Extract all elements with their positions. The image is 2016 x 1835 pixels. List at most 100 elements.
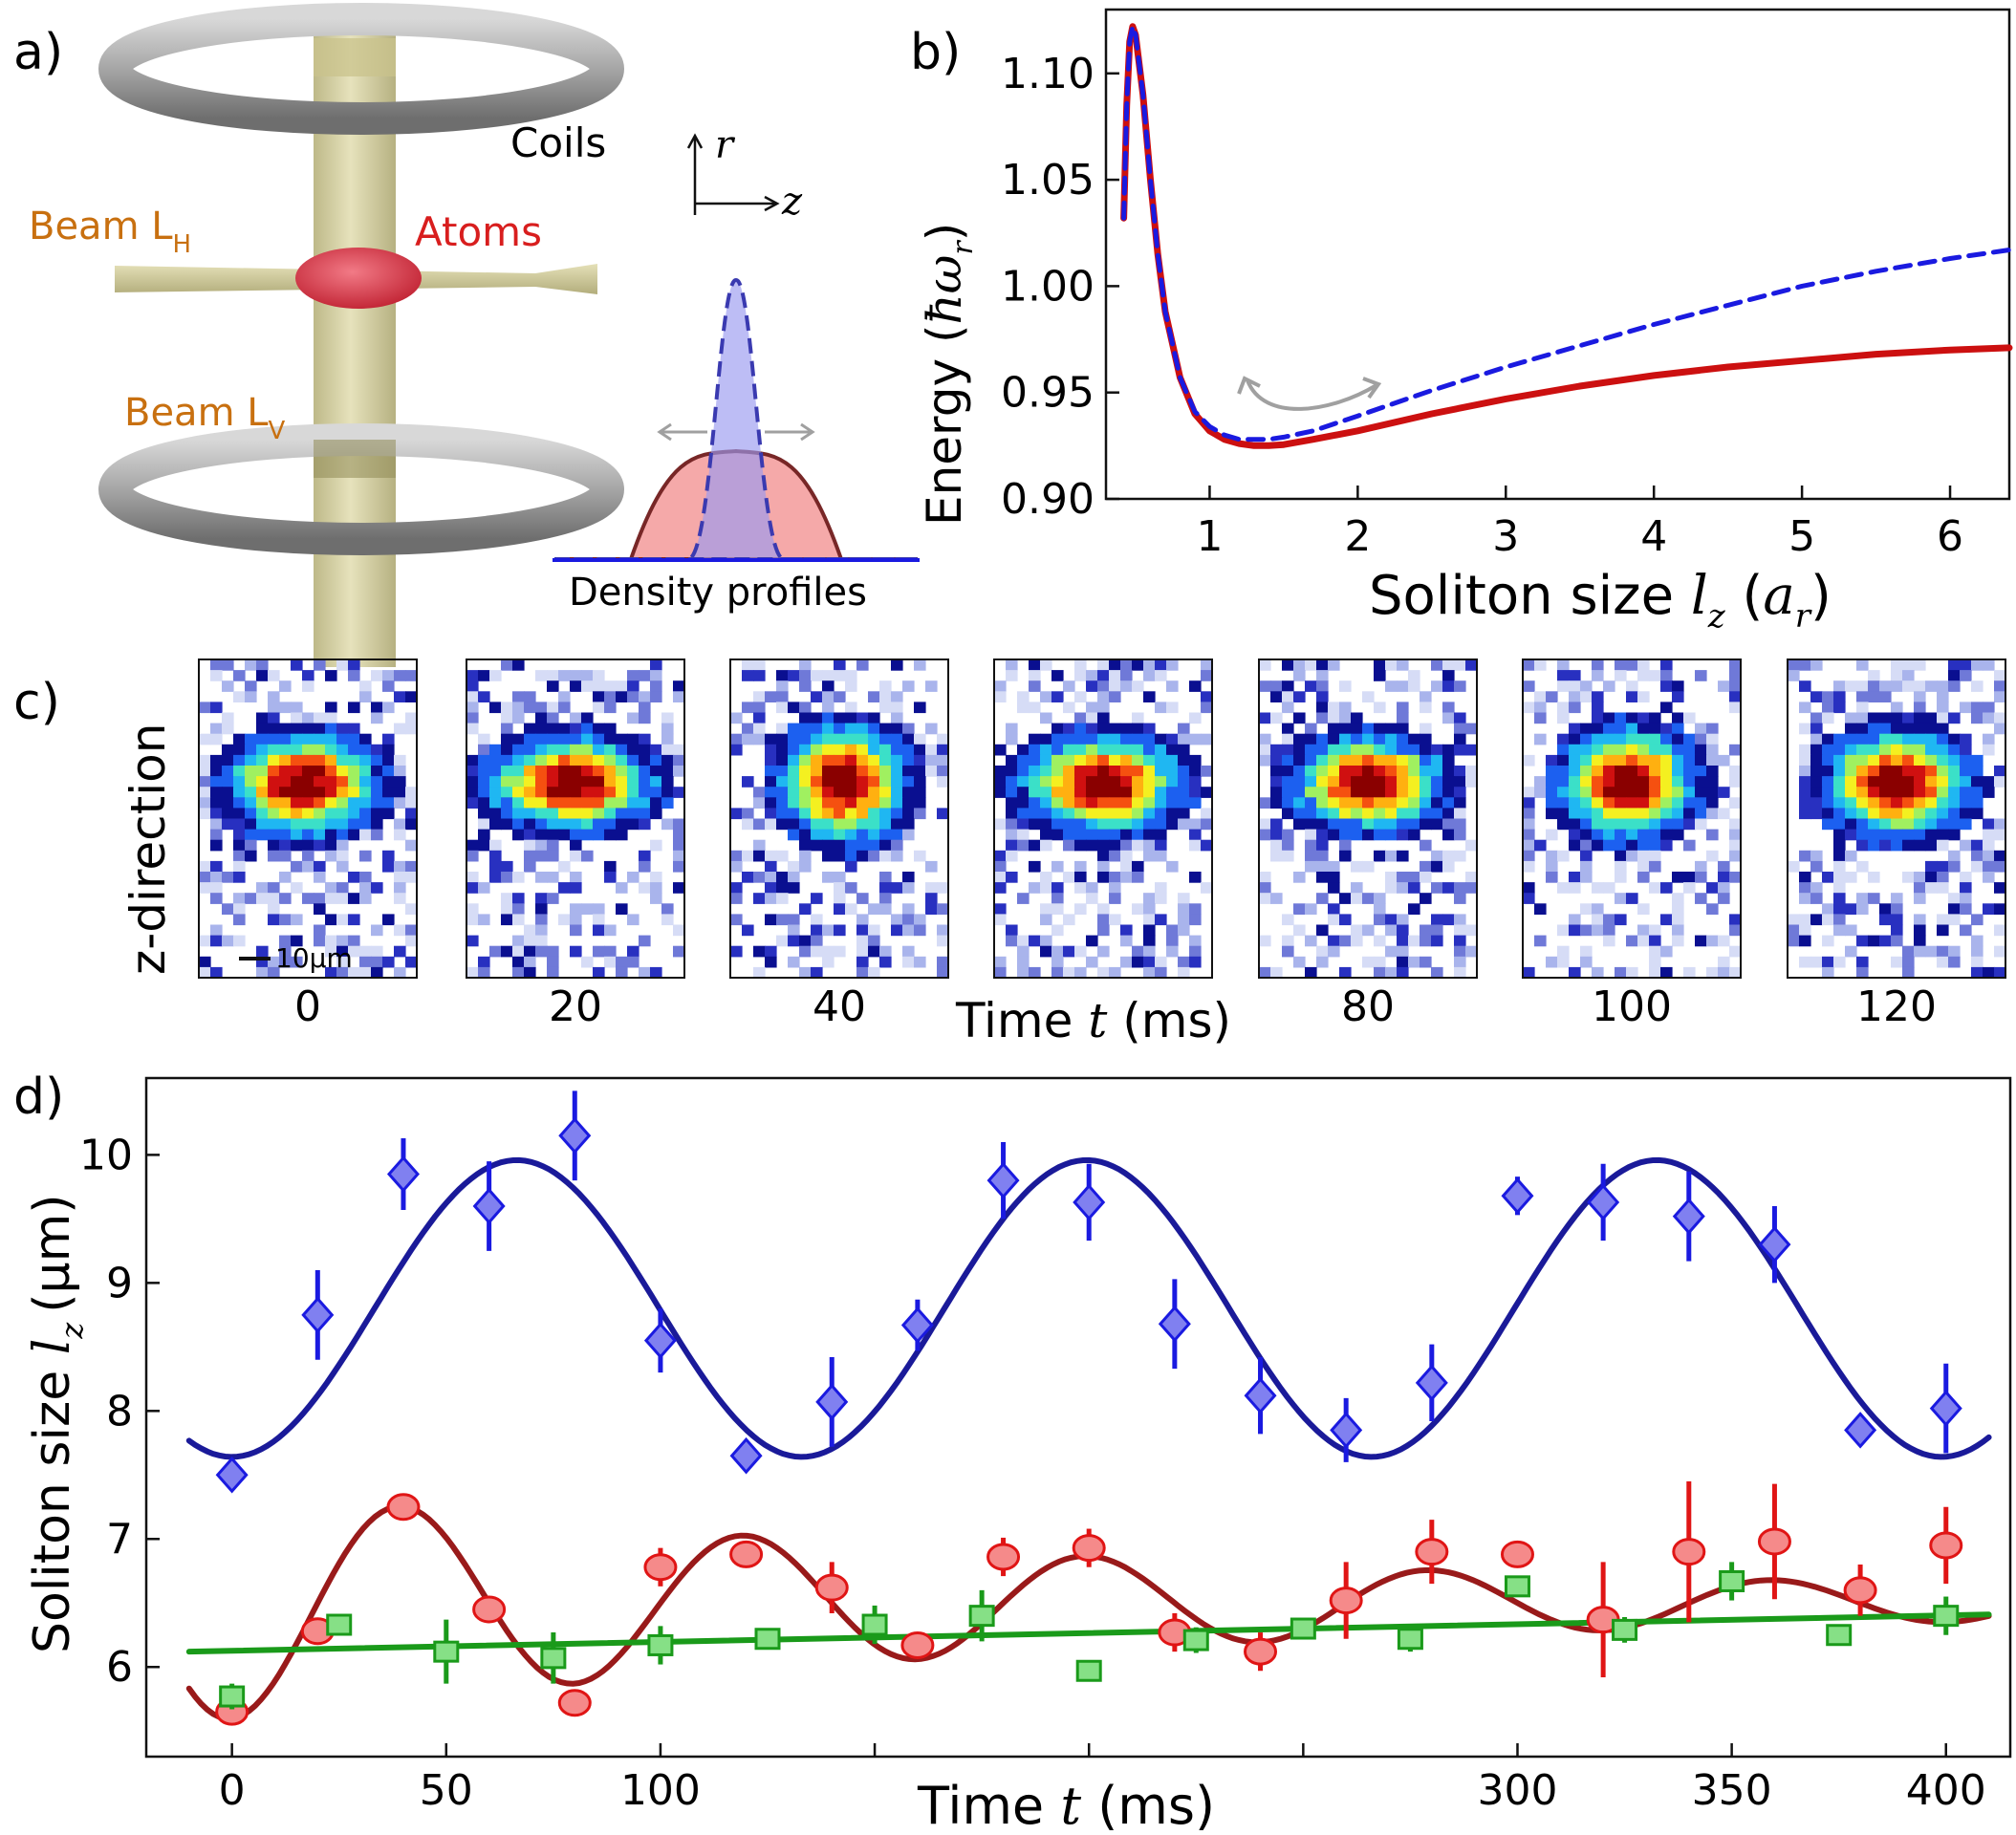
time-label: 80 <box>1341 982 1395 1031</box>
size-xtick-label: 300 <box>1477 1766 1557 1815</box>
green-point <box>1075 1659 1102 1682</box>
panel-a: a) Coils Atoms Beam LH Beam LV r z <box>13 3 920 667</box>
density-image <box>993 658 1213 979</box>
energy-plot-area <box>1120 23 2013 449</box>
density-image-frame <box>1787 658 2006 979</box>
top-coil <box>98 3 624 135</box>
energy-xtick-label: 4 <box>1640 512 1667 561</box>
size-ticks: 0 50 100 300 350 400 6 7 8 9 10 <box>79 1131 1986 1815</box>
beam-v-label: Beam LV <box>124 391 286 445</box>
blue-point <box>1758 1225 1791 1263</box>
bottom-coil <box>98 423 624 555</box>
blue-point <box>900 1306 934 1344</box>
time-label: 20 <box>549 982 602 1031</box>
panel-b-label: b) <box>910 24 961 81</box>
axis-r-label: r <box>715 123 736 167</box>
energy-series-dashed <box>1121 24 2012 443</box>
green-point <box>219 1685 246 1708</box>
density-image-frame <box>1258 658 1478 979</box>
red-point <box>643 1553 678 1582</box>
energy-ylabel: Energy (ħωr) <box>917 223 980 526</box>
red-point <box>814 1573 849 1602</box>
blue-point <box>729 1436 763 1475</box>
red-point <box>900 1630 935 1659</box>
blue-point <box>301 1296 335 1334</box>
blue-point <box>1158 1305 1191 1343</box>
energy-xtick-label: 5 <box>1788 512 1815 561</box>
blue-point <box>1672 1198 1705 1235</box>
size-plot-area <box>185 1090 1992 1726</box>
red-point <box>1072 1534 1106 1563</box>
size-xlabel: Time t (ms) <box>917 1776 1215 1835</box>
density-profile-narrow <box>554 277 918 561</box>
atom-cloud <box>295 248 422 309</box>
red-point <box>1500 1540 1534 1568</box>
blue-point <box>215 1457 249 1494</box>
size-ytick-label: 8 <box>106 1387 133 1436</box>
red-point <box>729 1540 764 1568</box>
panel-d-label: d) <box>13 1069 64 1126</box>
green-point <box>1182 1629 1209 1652</box>
red-point <box>1415 1538 1449 1566</box>
energy-ytick-label: 0.95 <box>1001 369 1095 418</box>
green-point <box>861 1613 888 1636</box>
energy-ytick-label: 0.90 <box>1001 475 1095 524</box>
time-label: 0 <box>294 982 321 1031</box>
energy-ytick-label: 1.10 <box>1001 50 1095 98</box>
blue-point <box>386 1155 420 1193</box>
blue-point <box>1929 1390 1962 1427</box>
green-point <box>1397 1628 1423 1651</box>
size-plot-frame <box>144 1076 2012 1759</box>
energy-ytick-label: 1.05 <box>1001 156 1095 205</box>
density-image <box>729 658 949 979</box>
size-xtick-label: 350 <box>1692 1766 1772 1815</box>
green-point <box>540 1647 567 1670</box>
blue-point <box>1501 1177 1534 1215</box>
density-image <box>198 658 418 979</box>
density-image-frame <box>993 658 1213 979</box>
red-point <box>472 1595 507 1624</box>
green-point <box>1826 1624 1853 1647</box>
size-ytick-label: 6 <box>106 1643 133 1692</box>
density-image-frame <box>198 658 418 979</box>
blue-point <box>643 1322 677 1359</box>
time-label: 100 <box>1592 982 1672 1031</box>
blue-point <box>1073 1183 1106 1221</box>
size-xtick-label: 50 <box>420 1766 473 1815</box>
panel-c-label: c) <box>13 674 60 731</box>
green-point <box>754 1628 781 1651</box>
green-point <box>647 1633 674 1656</box>
panel-a-label: a) <box>13 24 63 81</box>
panel-c-xlabel: Time t (ms) <box>955 993 1231 1048</box>
energy-ytick-label: 1.00 <box>1001 262 1095 311</box>
rz-axes <box>686 133 780 215</box>
panel-c: c) z-direction 0 20 40 80 100 120 10μm Time t… <box>13 658 2006 1048</box>
size-xtick-label: 400 <box>1906 1766 1986 1815</box>
green-point <box>968 1605 995 1628</box>
density-label: Density profiles <box>569 571 867 615</box>
size-ylabel: Soliton size lz(μm) <box>24 1194 90 1653</box>
red-point <box>386 1493 421 1522</box>
red-point <box>1672 1538 1706 1566</box>
density-image <box>1258 658 1478 979</box>
green-point <box>1612 1618 1638 1641</box>
red-point <box>1843 1576 1877 1605</box>
red-point <box>557 1689 592 1717</box>
time-label: 120 <box>1856 982 1937 1031</box>
time-label: 40 <box>813 982 866 1031</box>
zdirection-label: z-direction <box>120 723 176 975</box>
green-point <box>433 1640 460 1663</box>
green-point <box>1719 1569 1745 1592</box>
blue-point <box>1244 1376 1277 1414</box>
panel-b: b) 1 2 3 4 5 6 0.90 0.95 1.00 1.05 1.10 Energy (ħω… <box>910 8 2013 636</box>
energy-ticks: 1 2 3 4 5 6 0.90 0.95 1.00 1.05 1.10 <box>1001 50 1963 561</box>
blue-point <box>472 1187 506 1225</box>
energy-xtick-label: 3 <box>1492 512 1519 561</box>
density-image-frame <box>729 658 949 979</box>
energy-xlabel: Soliton size lz (ar) <box>1369 565 1832 636</box>
blue-point <box>1415 1364 1448 1402</box>
energy-xtick-label: 1 <box>1196 512 1223 561</box>
coils-label: Coils <box>510 119 606 166</box>
red-point <box>1329 1587 1363 1615</box>
